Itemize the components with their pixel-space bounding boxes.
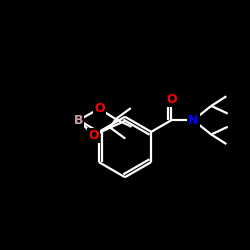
Text: O: O <box>94 102 104 115</box>
Text: N: N <box>188 114 198 127</box>
Text: B: B <box>74 114 83 127</box>
Text: O: O <box>88 129 99 142</box>
Text: O: O <box>166 93 177 106</box>
